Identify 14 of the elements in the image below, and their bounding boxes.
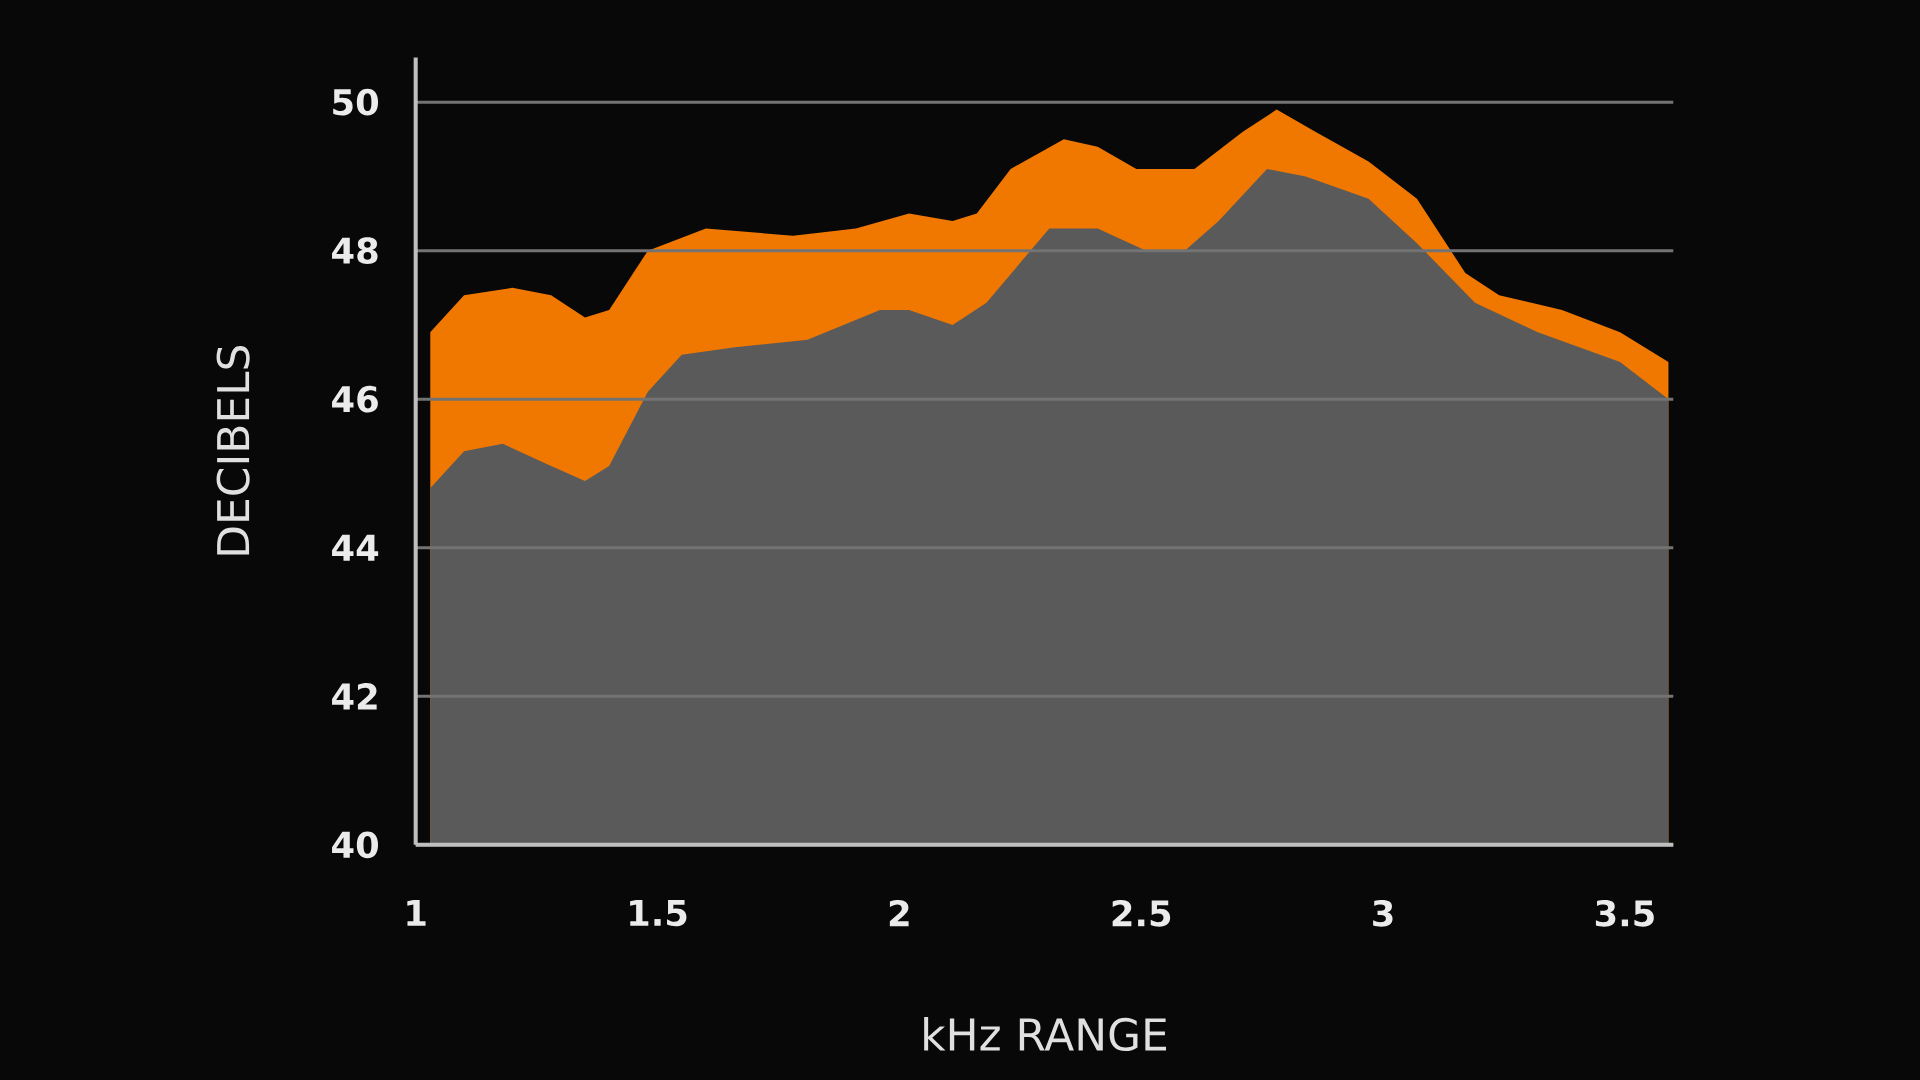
x-tick-label: 2 bbox=[889, 899, 909, 927]
y-tick-label: 44 bbox=[332, 534, 379, 561]
y-tick-label: 50 bbox=[333, 88, 379, 116]
y-axis-title: DECIBELS bbox=[216, 346, 250, 555]
x-axis-title: kHz RANGE bbox=[924, 1017, 1167, 1052]
y-tick-label: 40 bbox=[332, 831, 379, 859]
x-tick-label: 3.5 bbox=[1595, 899, 1654, 927]
y-tick-label: 42 bbox=[332, 683, 377, 710]
x-tick-label: 1 bbox=[407, 899, 426, 926]
y-tick-label: 46 bbox=[332, 385, 378, 413]
x-tick-label: 1.5 bbox=[630, 899, 687, 927]
x-tick-label: 3 bbox=[1373, 899, 1393, 927]
y-tick-label: 48 bbox=[332, 237, 378, 265]
x-tick-label: 2.5 bbox=[1112, 899, 1171, 927]
